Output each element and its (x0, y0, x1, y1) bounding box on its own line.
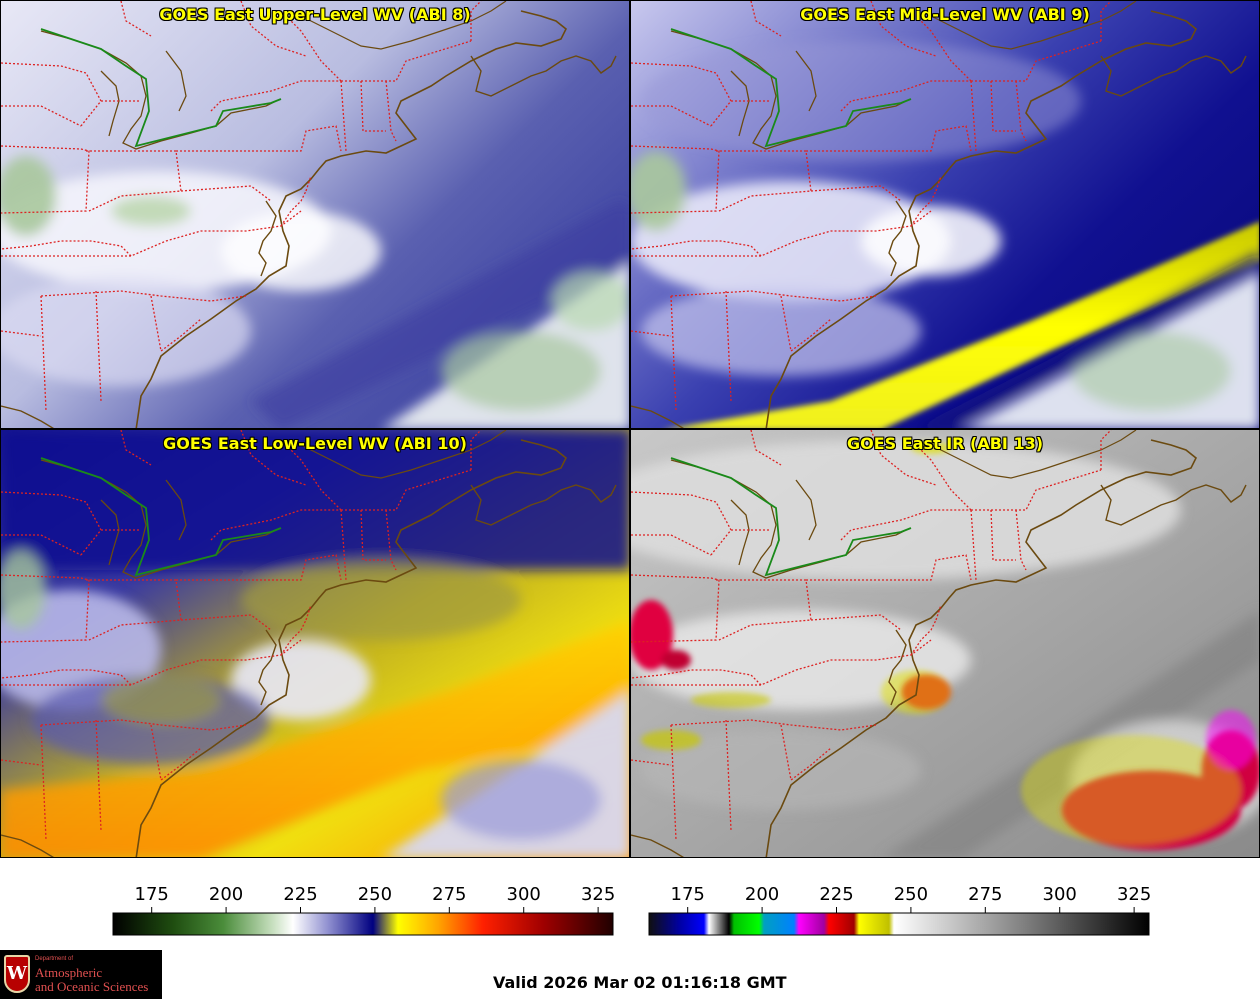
colorbar-tick-label: 250 (358, 884, 392, 905)
ir-image (631, 430, 1259, 857)
ir-colorbar-graphic: 175 200 225 250 275 300 325 (648, 884, 1151, 936)
colorbar-tick-label: 325 (1117, 884, 1151, 905)
logo-name-line1: Atmospheric (35, 965, 103, 980)
panel-title-ir: GOES East IR (ABI 13) (846, 434, 1044, 453)
colorbar-tick-label: 250 (894, 884, 928, 905)
colorbar-tick-label: 225 (283, 884, 317, 905)
ir-colorbar: 175 200 225 250 275 300 325 (648, 880, 1151, 940)
colorbar-gradient (648, 912, 1150, 936)
panel-mid-wv: GOES East Mid-Level WV (ABI 9) (630, 0, 1260, 429)
aos-logo: W Department of Atmospheric and Oceanic … (0, 950, 162, 999)
upper-wv-image (1, 1, 629, 428)
colorbar-tick-label: 300 (507, 884, 541, 905)
panel-ir: GOES East IR (ABI 13) (630, 429, 1260, 858)
colorbar-tick-label: 175 (135, 884, 169, 905)
mid-wv-image (631, 1, 1259, 428)
wv-colorbar: 175 200 225 250 275 300 325 (112, 880, 615, 940)
panel-title-mid: GOES East Mid-Level WV (ABI 9) (800, 5, 1090, 24)
colorbar-tick-label: 175 (671, 884, 705, 905)
valid-time: Valid 2026 Mar 02 01:16:18 GMT (493, 973, 787, 992)
wv-colorbar-graphic: 175 200 225 250 275 300 325 (112, 884, 615, 936)
colorbar-tick-label: 325 (581, 884, 615, 905)
logo-dept-text: Department of (35, 956, 74, 962)
low-wv-image (1, 430, 629, 857)
colorbar-tick-label: 200 (745, 884, 779, 905)
uw-crest-icon: W (4, 955, 30, 993)
colorbar-tick-label: 300 (1043, 884, 1077, 905)
colorbar-tick-label: 275 (432, 884, 466, 905)
panel-title-upper: GOES East Upper-Level WV (ABI 8) (159, 5, 471, 24)
colorbar-tick-label: 275 (968, 884, 1002, 905)
panel-upper-wv: GOES East Upper-Level WV (ABI 8) (0, 0, 630, 429)
logo-name-line2: and Oceanic Sciences (35, 979, 149, 994)
panel-low-wv: GOES East Low-Level WV (ABI 10) (0, 429, 630, 858)
colorbar-tick-label: 225 (819, 884, 853, 905)
panel-title-low: GOES East Low-Level WV (ABI 10) (163, 434, 467, 453)
colorbar-gradient (112, 912, 614, 936)
colorbar-tick-label: 200 (209, 884, 243, 905)
